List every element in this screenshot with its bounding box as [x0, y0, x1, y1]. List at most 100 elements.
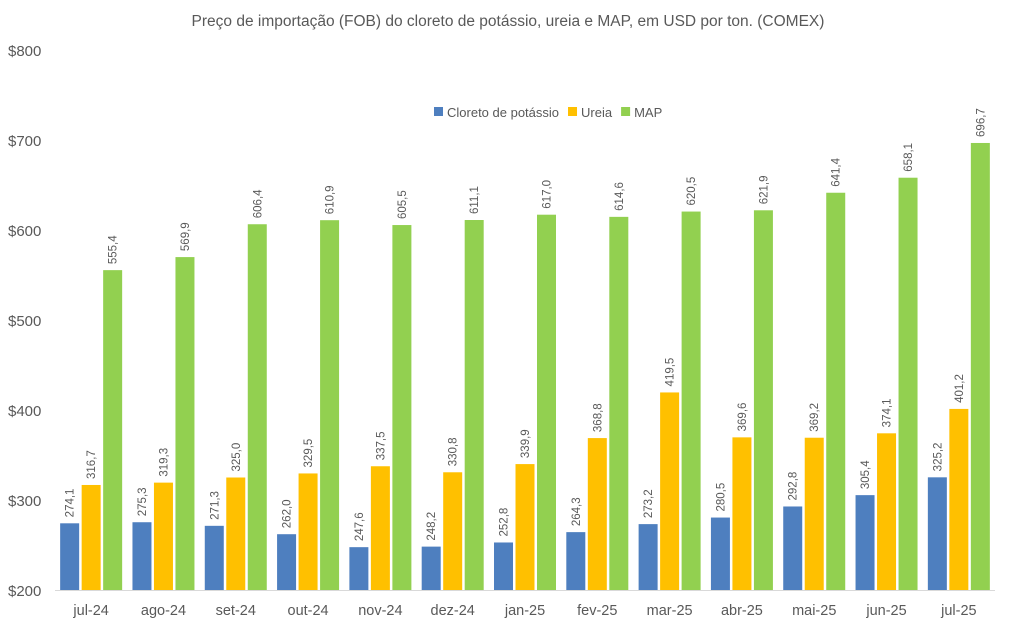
data-label: 419,5: [665, 358, 677, 387]
data-label: 319,3: [158, 448, 170, 477]
bar-cloreto-de-potássio: [277, 534, 297, 590]
data-label: 369,6: [737, 403, 749, 432]
bar-cloreto-de-potássio: [638, 524, 658, 590]
y-axis: $200 $300 $400 $500 $600 $700 $800: [8, 43, 41, 600]
data-label: 247,6: [354, 512, 366, 541]
data-label: 641,4: [831, 157, 843, 186]
data-label: 610,9: [325, 185, 337, 214]
data-label: 620,5: [686, 177, 698, 206]
bar-cloreto-de-potássio: [494, 542, 513, 590]
y-tick-label: $200: [8, 583, 41, 600]
y-tick-label: $300: [8, 493, 41, 510]
bars: [60, 142, 990, 591]
data-label: 262,0: [282, 499, 294, 528]
bar-map: [247, 224, 267, 591]
data-label: 555,4: [108, 235, 120, 264]
bar-ureia: [660, 392, 680, 590]
bar-map: [103, 270, 123, 590]
legend-entry: MAP: [634, 105, 662, 120]
x-axis: jul-24 ago-24 set-24 out-24 nov-24 dez-24 jan-…: [55, 590, 995, 619]
legend-swatch: [434, 107, 443, 116]
x-tick-label: fev-25: [577, 603, 617, 619]
data-label: 316,7: [86, 450, 98, 479]
y-tick-label: $700: [8, 133, 41, 150]
data-label: 369,2: [809, 403, 821, 432]
data-label: 329,5: [303, 439, 315, 468]
bar-ureia: [804, 437, 824, 590]
data-label: 305,4: [860, 460, 872, 489]
bar-cloreto-de-potássio: [421, 546, 441, 590]
y-tick-label: $800: [8, 43, 41, 60]
bar-map: [320, 220, 340, 590]
bar-map: [464, 220, 484, 590]
data-labels: 274,1 316,7 555,4 275,3 319,3 569,9 271,3 325,0…: [65, 108, 988, 541]
x-tick-label: nov-24: [358, 603, 402, 619]
bar-map: [753, 210, 773, 591]
bar-ureia: [153, 482, 173, 590]
bar-map: [609, 216, 629, 591]
x-tick-label: jul-25: [940, 603, 976, 619]
bar-cloreto-de-potássio: [60, 523, 80, 590]
data-label: 337,5: [375, 431, 387, 460]
bar-map: [898, 177, 918, 590]
bar-ureia: [81, 484, 101, 590]
data-label: 368,8: [592, 403, 604, 432]
data-label: 325,2: [932, 443, 944, 472]
data-label: 248,2: [426, 512, 438, 541]
legend: Cloreto de potássio Ureia MAP: [434, 105, 662, 120]
bar-ureia: [443, 472, 463, 590]
y-tick-label: $600: [8, 223, 41, 240]
x-tick-label: abr-25: [721, 603, 763, 619]
bar-cloreto-de-potássio: [710, 517, 730, 590]
x-tick-label: out-24: [288, 603, 329, 619]
data-label: 621,9: [758, 176, 770, 205]
bar-cloreto-de-potássio: [204, 525, 224, 590]
data-label: 252,8: [499, 508, 511, 537]
data-label: 617,0: [542, 180, 554, 209]
data-label: 274,1: [65, 489, 77, 518]
bar-map: [970, 142, 990, 590]
x-tick-label: set-24: [216, 603, 256, 619]
bar-map: [175, 257, 195, 590]
chart-title: Preço de importação (FOB) do cloreto de …: [192, 13, 825, 30]
bar-map: [392, 225, 412, 591]
data-label: 374,1: [882, 399, 894, 428]
x-tick-label: jul-24: [72, 603, 108, 619]
bar-ureia: [515, 464, 535, 590]
data-label: 339,9: [520, 429, 532, 458]
data-label: 569,9: [180, 222, 192, 251]
bar-cloreto-de-potássio: [566, 532, 586, 590]
data-label: 606,4: [252, 189, 264, 218]
data-label: 275,3: [137, 487, 149, 516]
legend-swatch: [621, 107, 631, 116]
legend-entry: Ureia: [581, 105, 613, 120]
bar-cloreto-de-potássio: [349, 547, 369, 590]
x-tick-label: dez-24: [431, 603, 475, 619]
bar-map: [537, 214, 556, 590]
bar-ureia: [587, 438, 607, 590]
data-label: 292,8: [788, 472, 800, 501]
data-label: 271,3: [209, 491, 221, 520]
x-tick-label: mai-25: [792, 603, 836, 619]
data-label: 696,7: [975, 108, 987, 137]
bar-ureia: [732, 437, 752, 590]
data-label: 658,1: [903, 143, 915, 172]
bar-cloreto-de-potássio: [855, 495, 875, 590]
bar-ureia: [949, 408, 969, 590]
bar-map: [826, 192, 846, 591]
bar-ureia: [370, 466, 390, 590]
y-tick-label: $400: [8, 403, 41, 420]
data-label: 280,5: [715, 483, 727, 512]
data-label: 614,6: [614, 182, 626, 211]
x-tick-label: jan-25: [504, 603, 545, 619]
bar-ureia: [298, 473, 318, 590]
legend-entry: Cloreto de potássio: [447, 105, 559, 120]
data-label: 273,2: [643, 489, 655, 518]
bar-cloreto-de-potássio: [132, 522, 152, 590]
data-label: 325,0: [231, 443, 243, 472]
bar-cloreto-de-potássio: [927, 477, 947, 590]
data-label: 264,3: [571, 497, 583, 526]
bar-ureia: [877, 433, 897, 590]
x-tick-label: jun-25: [865, 603, 906, 619]
x-tick-label: ago-24: [141, 603, 186, 619]
